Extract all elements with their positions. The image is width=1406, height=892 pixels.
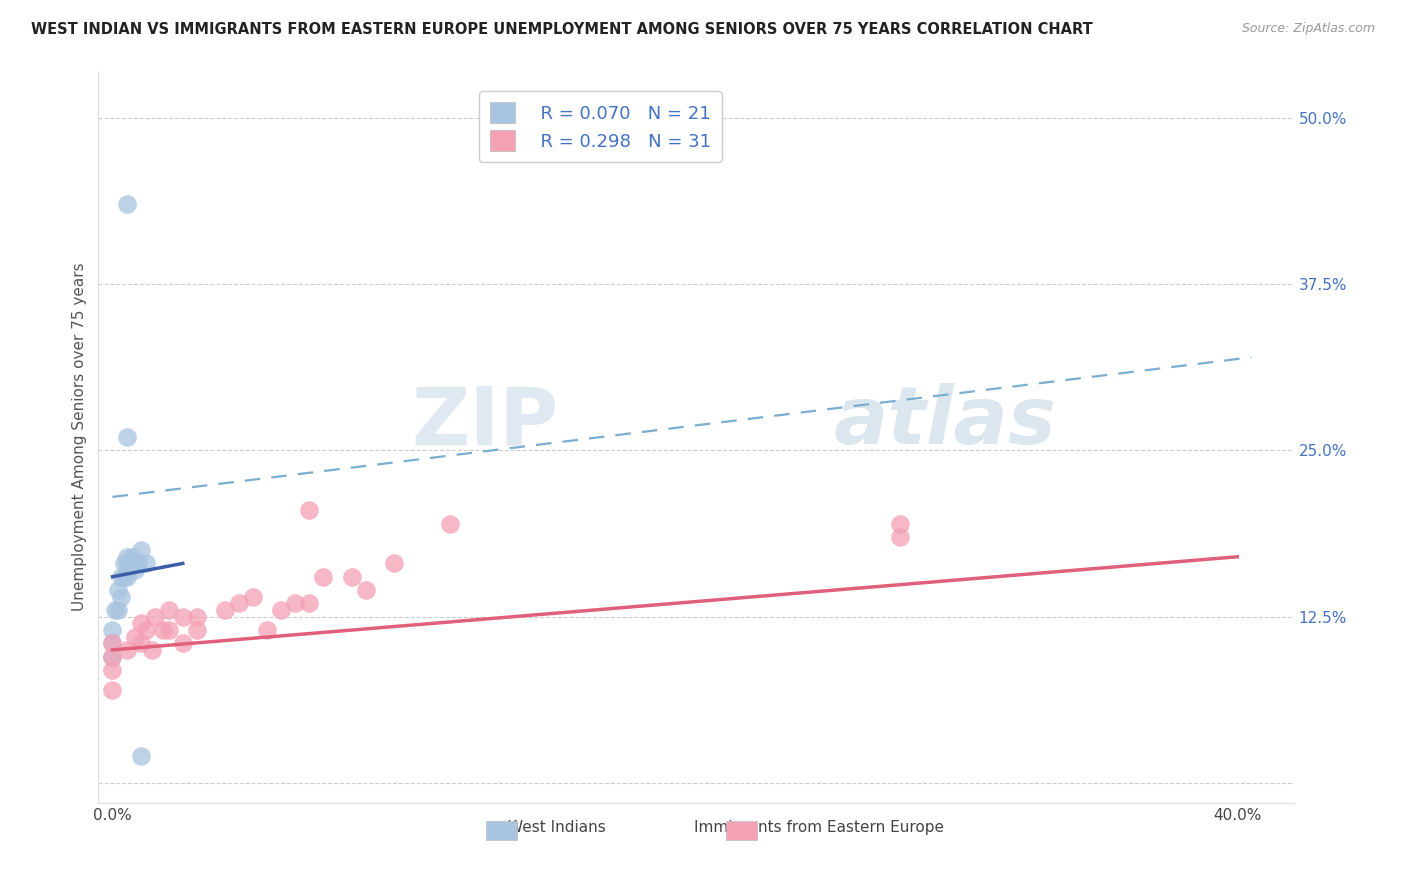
Point	[129, 616, 152, 631]
Point	[298, 503, 321, 517]
Point	[214, 603, 236, 617]
Point	[256, 623, 278, 637]
Text: West Indians: West Indians	[508, 821, 606, 835]
Text: ZIP: ZIP	[412, 384, 558, 461]
Point	[270, 603, 292, 617]
Point	[124, 563, 146, 577]
Point	[135, 623, 157, 637]
Point	[101, 636, 124, 650]
Point	[129, 636, 152, 650]
Point	[101, 682, 124, 697]
Point	[101, 636, 124, 650]
Point	[354, 582, 377, 597]
Point	[143, 609, 166, 624]
Point	[115, 549, 138, 564]
Point	[135, 557, 157, 571]
Point	[284, 596, 307, 610]
Point	[118, 557, 141, 571]
Point	[121, 557, 143, 571]
Point	[115, 557, 138, 571]
Point	[298, 596, 321, 610]
Point	[439, 516, 461, 531]
Point	[129, 543, 152, 558]
Point	[124, 630, 146, 644]
Point	[101, 663, 124, 677]
Point	[340, 570, 363, 584]
Legend:   R = 0.070   N = 21,   R = 0.298   N = 31: R = 0.070 N = 21, R = 0.298 N = 31	[478, 91, 723, 162]
Point	[101, 649, 124, 664]
Text: WEST INDIAN VS IMMIGRANTS FROM EASTERN EUROPE UNEMPLOYMENT AMONG SENIORS OVER 75: WEST INDIAN VS IMMIGRANTS FROM EASTERN E…	[31, 22, 1092, 37]
Point	[115, 643, 138, 657]
Point	[889, 516, 911, 531]
Point	[152, 623, 174, 637]
Point	[112, 570, 135, 584]
Point	[115, 197, 138, 211]
Point	[107, 582, 129, 597]
Point	[889, 530, 911, 544]
Point	[115, 430, 138, 444]
Point	[115, 570, 138, 584]
Point	[121, 549, 143, 564]
Point	[112, 557, 135, 571]
Point	[127, 557, 149, 571]
Text: Immigrants from Eastern Europe: Immigrants from Eastern Europe	[693, 821, 943, 835]
Point	[172, 609, 194, 624]
Point	[104, 603, 127, 617]
Text: Source: ZipAtlas.com: Source: ZipAtlas.com	[1241, 22, 1375, 36]
Point	[110, 590, 132, 604]
Point	[141, 643, 163, 657]
Point	[228, 596, 250, 610]
Text: atlas: atlas	[834, 384, 1056, 461]
Point	[312, 570, 335, 584]
Point	[186, 609, 208, 624]
Point	[101, 649, 124, 664]
Point	[157, 623, 180, 637]
Point	[110, 570, 132, 584]
Point	[382, 557, 405, 571]
Point	[157, 603, 180, 617]
Point	[107, 603, 129, 617]
Point	[101, 623, 124, 637]
Point	[172, 636, 194, 650]
Y-axis label: Unemployment Among Seniors over 75 years: Unemployment Among Seniors over 75 years	[72, 263, 87, 611]
Point	[242, 590, 264, 604]
Point	[129, 749, 152, 764]
Point	[186, 623, 208, 637]
